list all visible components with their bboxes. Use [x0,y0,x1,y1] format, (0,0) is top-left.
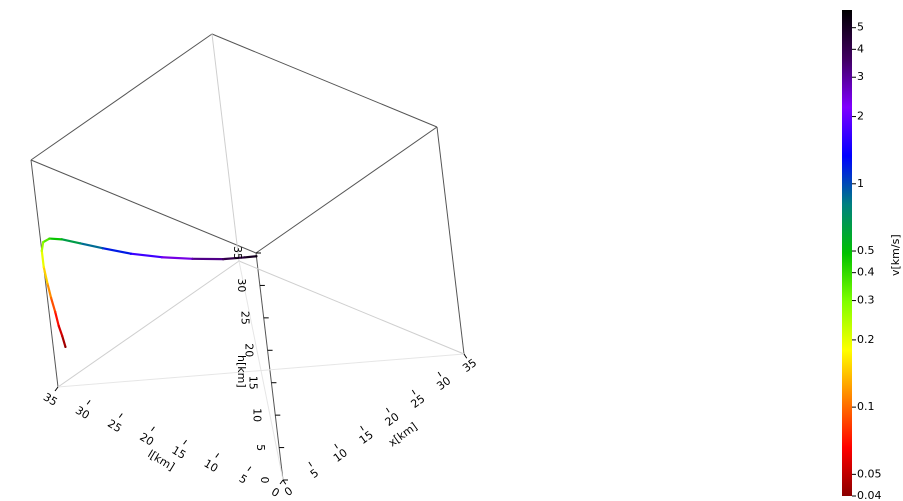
h-axis-tick-label: 5 [254,444,267,451]
trajectory-point [255,255,258,258]
colorbar-tick-label: 3 [857,70,864,83]
trajectory-segment [40,249,45,269]
h-axis-tick-label: 25 [239,311,252,325]
edge-top-back-right [211,33,438,128]
l-axis-tick-mark [247,466,252,472]
trajectory-segment [60,238,82,245]
x-axis-tick-mark [308,461,313,467]
trajectory-point [129,252,132,255]
trajectory-segment [79,242,104,250]
x-axis-tick-mark [437,371,442,377]
trajectory-point [49,296,53,299]
l-axis-tick-mark [54,386,59,392]
trajectory-point [160,256,163,259]
colorbar-tick-label: 0.2 [857,333,875,346]
colorbar-tick-label: 0.1 [857,400,875,413]
h-axis-ticks: 0 5 10 15 20 25 30 35 [231,246,288,484]
l-axis-tick-mark [183,439,187,445]
x-axis-tick-mark [360,425,364,431]
x-axis-tick-mark [282,479,287,485]
trajectory-point [40,249,43,252]
trajectory-segment [61,335,67,349]
colorbar-tick-label: 0.4 [857,266,875,279]
trajectory-point [64,345,67,349]
edge-back-vertical [211,33,240,262]
edge-top-front-left [30,159,257,254]
l-axis-tick-label: 15 [169,444,188,462]
h-axis-tick-label: 0 [258,477,271,484]
l-axis-tick-mark [118,413,123,418]
trajectory-point [61,335,64,338]
trajectory-segment [46,282,53,299]
trajectory-segment [101,247,132,255]
trajectory-point [42,241,45,244]
x-axis-tick-mark [411,389,416,395]
colorbar-gradient [842,10,852,496]
l-axis-tick-mark [279,479,284,485]
l-axis-tick-mark [215,453,220,458]
colorbar-tick-label: 0.05 [857,467,882,480]
trajectory-point [48,237,51,240]
x-axis-tick-mark [334,443,338,449]
trajectory-segment [48,237,63,241]
trajectory-segment [40,241,45,252]
trajectory-point [191,257,194,260]
l-axis-tick-label: 25 [105,417,124,435]
trajectory-point [101,247,104,250]
axes-box [30,33,465,481]
l-axis-tick-mark [151,426,155,432]
h-axis-label: h[km] [235,355,248,388]
l-axis-tick-mark [86,399,91,405]
trajectory-segment [160,256,194,260]
trajectory-point [222,258,225,261]
trajectory-segment [54,310,60,327]
edge-front-vertical [255,252,284,481]
trajectory-point [79,242,82,245]
trajectory-point [46,282,49,286]
l-axis-tick-label: 35 [41,390,60,408]
trajectory-segment [243,255,258,259]
l-axis-tick-label: 20 [137,430,156,448]
floor-grid-line-1 [238,260,284,481]
colorbar-tick-label: 2 [857,110,864,123]
edge-floor-back-left [57,260,240,388]
edge-top-back-left [30,33,213,161]
edge-top-front-right [255,126,438,254]
trajectory-segment [42,265,49,286]
l-axis-ticks: 0 5 10 15 20 25 30 35 [41,386,284,500]
h-axis-tick-label: 20 [243,343,256,357]
trajectory-segment [57,324,64,338]
colorbar-tick-label: 5 [857,21,864,34]
h-axis-tick-label: 10 [250,408,263,422]
trajectory-segment [222,256,246,261]
trajectory-line [40,237,258,349]
h-axis-tick-label: 30 [235,278,248,292]
colorbar-tick-label: 1 [857,177,864,190]
x-axis-tick-mark [463,353,468,359]
l-axis-tick-label: 30 [73,404,92,422]
x-axis-tick-mark [386,407,390,413]
edge-right-vertical [436,126,465,355]
colorbar-tick-label: 0.3 [857,294,875,307]
trajectory-point [57,324,60,327]
trajectory-point [243,256,246,259]
colorbar-tick-label: 0.04 [857,489,882,501]
trajectory-segment [129,252,163,259]
trajectory-point [54,310,57,313]
h-axis-tick-label: 15 [246,376,259,390]
h-axis-tick-label: 35 [231,246,244,260]
colorbar-ticks: 0.04 0.05 0.1 0.2 0.3 0.4 0.5 1 2 3 4 5 [852,21,882,501]
colorbar-tick-label: 0.5 [857,244,875,257]
trajectory-point [60,238,63,241]
colorbar-label: v[km/s] [889,234,902,276]
trajectory-point [42,265,45,269]
edge-floor-back-right [238,260,465,355]
trajectory-segment [49,296,57,313]
trajectory-segment [42,237,51,244]
colorbar-tick-label: 4 [857,42,864,55]
l-axis-tick-label: 10 [202,457,221,475]
